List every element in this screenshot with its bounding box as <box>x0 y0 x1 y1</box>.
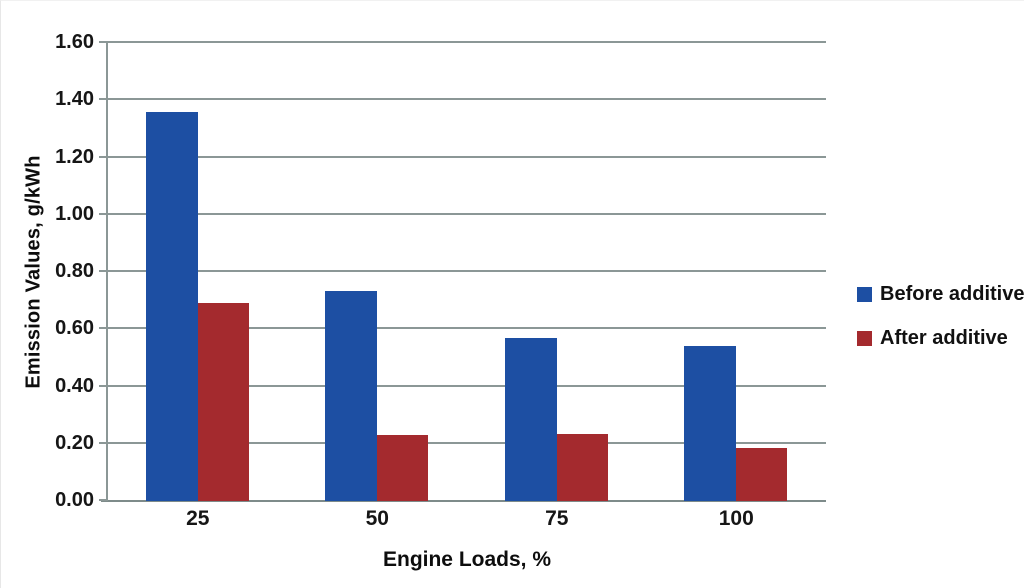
x-tick-label-100: 100 <box>718 507 754 530</box>
y-tick-mark-1.40 <box>99 98 108 101</box>
y-tick-label: 1.00 <box>55 202 94 225</box>
y-tick-label: 1.60 <box>55 31 94 53</box>
y-tick-label: 0.80 <box>55 260 94 282</box>
bar-after-additive-75 <box>556 433 608 501</box>
legend-label-before-additive: Before additive <box>880 283 1024 305</box>
legend-label-after-additive: After additive <box>880 327 1008 349</box>
legend: Before additive After additive <box>857 283 1024 350</box>
y-tick-mark-1.60 <box>99 41 108 43</box>
bar-before-additive-75 <box>504 337 557 501</box>
y-tick-label: 1.20 <box>55 145 94 168</box>
x-axis-title: Engine Loads, % <box>382 548 552 571</box>
gridline-1.20 <box>108 155 826 158</box>
y-tick-label: 0.40 <box>55 374 94 397</box>
bar-before-additive-50 <box>325 290 378 501</box>
y-tick-label: 0.00 <box>55 489 94 511</box>
bar-after-additive-50 <box>377 435 429 501</box>
y-tick-mark-0.00 <box>99 499 108 501</box>
y-tick-mark-0.80 <box>99 270 108 272</box>
gridline-0.20 <box>108 441 826 444</box>
legend-swatch-after-additive <box>857 331 872 346</box>
legend-item-before-additive: Before additive <box>857 283 1024 306</box>
legend-item-after-additive: After additive <box>857 327 1024 350</box>
x-tick-label-25: 25 <box>186 507 210 530</box>
gridline-0.40 <box>108 384 826 387</box>
bar-before-additive-25 <box>145 111 198 501</box>
y-tick-mark-0.40 <box>99 384 108 387</box>
x-tick-label-50: 50 <box>365 507 389 530</box>
y-tick-mark-1.00 <box>99 212 108 215</box>
x-axis-line <box>101 500 826 502</box>
y-tick-label: 0.60 <box>55 317 94 340</box>
gridline-1.40 <box>108 98 826 101</box>
y-tick-mark-0.60 <box>99 327 108 330</box>
y-tick-label: 1.40 <box>55 88 94 111</box>
gridline-0.80 <box>108 270 826 272</box>
y-tick-mark-0.20 <box>99 441 108 444</box>
bar-after-additive-25 <box>197 303 249 501</box>
bar-after-additive-100 <box>736 448 788 501</box>
gridline-0.60 <box>108 327 826 330</box>
gridline-1.00 <box>108 212 826 215</box>
bar-before-additive-100 <box>684 346 737 501</box>
x-tick-label-75: 75 <box>545 507 569 530</box>
gridline-1.60 <box>108 41 826 43</box>
y-tick-label: 0.20 <box>55 431 94 454</box>
legend-swatch-before-additive <box>857 287 872 302</box>
y-tick-mark-1.20 <box>99 155 108 158</box>
